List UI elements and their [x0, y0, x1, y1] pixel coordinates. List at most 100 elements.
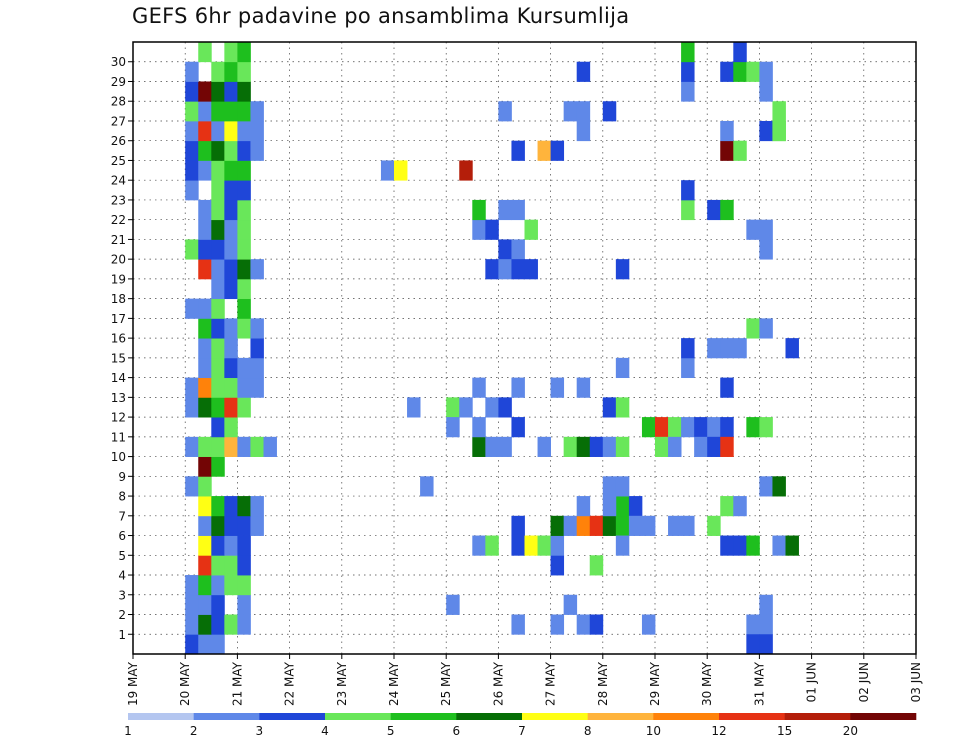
heatmap-cell	[224, 61, 238, 82]
heatmap-cell	[707, 199, 721, 221]
heatmap-cell	[198, 436, 212, 457]
heatmap-cell	[615, 259, 630, 280]
heatmap-cell	[237, 298, 251, 319]
heatmap-cell	[576, 377, 591, 398]
y-tick-label: 29	[111, 75, 126, 89]
heatmap-cell	[733, 140, 747, 161]
heatmap-cell	[641, 614, 656, 635]
heatmap-cell	[511, 535, 525, 556]
heatmap-cell	[237, 140, 251, 161]
heatmap-cell	[237, 496, 251, 517]
y-tick-label: 30	[111, 55, 126, 69]
heatmap-cell	[759, 614, 773, 635]
heatmap-cell	[733, 338, 747, 359]
heatmap-cell	[224, 417, 238, 438]
heatmap-cell	[511, 259, 525, 280]
heatmap-cell	[198, 515, 212, 536]
colorbar-swatch	[456, 713, 523, 720]
heatmap-cell	[511, 377, 525, 398]
colorbar-swatch	[522, 713, 588, 720]
chart-title: GEFS 6hr padavine po ansamblima Kursumli…	[132, 4, 630, 28]
heatmap-cell	[602, 101, 617, 122]
y-tick-label: 22	[111, 213, 126, 227]
heatmap-cell	[198, 594, 212, 615]
heatmap-cell	[250, 120, 264, 142]
color-scale: 1 2 3 4 5 6 7 8 10 12 15 20	[124, 713, 917, 738]
colorbar-label: 12	[711, 724, 726, 738]
heatmap-cell	[198, 397, 212, 418]
heatmap-cell	[511, 515, 525, 536]
y-tick-label: 27	[111, 114, 126, 128]
heatmap-cell	[185, 160, 199, 181]
heatmap-cell	[681, 338, 695, 359]
y-tick-label: 21	[111, 233, 126, 247]
heatmap-cell	[211, 555, 225, 576]
heatmap-cell	[576, 496, 591, 517]
heatmap-cell	[485, 535, 499, 556]
heatmap-cell	[485, 397, 499, 418]
y-tick-label: 12	[111, 411, 126, 425]
heatmap-cell	[472, 377, 486, 398]
y-tick-label: 6	[118, 529, 126, 543]
heatmap-cell	[198, 555, 212, 576]
heatmap-cell	[211, 259, 225, 280]
heatmap-cell	[198, 496, 212, 517]
heatmap-cell	[759, 318, 773, 339]
y-tick-label: 25	[111, 154, 126, 168]
heatmap-cell	[237, 377, 251, 398]
heatmap-cell	[524, 219, 538, 240]
heatmap-cell	[746, 61, 760, 82]
heatmap-cell	[707, 436, 721, 457]
x-tick-label: 30 MAY	[700, 661, 714, 706]
heatmap-cell	[237, 120, 251, 142]
heatmap-cell	[511, 239, 525, 260]
heatmap-cell	[785, 535, 799, 556]
colorbar-label: 3	[256, 724, 264, 738]
y-tick-label: 2	[118, 608, 126, 622]
heatmap-cell	[198, 575, 212, 596]
y-tick-label: 20	[111, 253, 126, 267]
heatmap-cell	[185, 61, 199, 82]
heatmap-cell	[720, 61, 734, 82]
heatmap-cell	[198, 259, 212, 280]
colorbar-label: 6	[453, 724, 461, 738]
heatmap-cell	[641, 515, 656, 536]
heatmap-cell	[681, 61, 695, 82]
heatmap-cell	[759, 417, 773, 438]
heatmap-cell	[615, 515, 630, 536]
heatmap-cell	[224, 160, 238, 181]
heatmap-cell	[185, 101, 199, 122]
heatmap-cell	[772, 535, 786, 556]
heatmap-cell	[707, 515, 721, 536]
heatmap-cell	[576, 61, 591, 82]
heatmap-cell	[498, 397, 512, 418]
x-tick-label: 31 MAY	[752, 661, 766, 706]
heatmap-cell	[185, 397, 199, 418]
y-tick-label: 14	[111, 371, 126, 385]
heatmap-cell	[446, 397, 460, 418]
heatmap-cell	[237, 397, 251, 418]
heatmap-cell	[420, 476, 434, 497]
heatmap-cell	[224, 377, 238, 398]
heatmap-cell	[746, 417, 760, 438]
x-tick-label: 24 MAY	[387, 661, 401, 706]
heatmap-cell	[237, 357, 251, 379]
heatmap-cell	[250, 259, 264, 280]
heatmap-cell	[615, 535, 630, 556]
heatmap-cell	[250, 101, 264, 122]
heatmap-cell	[589, 555, 604, 576]
heatmap-cell	[576, 614, 591, 635]
y-tick-label: 10	[111, 450, 126, 464]
heatmap-cell	[602, 496, 617, 517]
y-axis: 1234567891011121314151617181920212223242…	[111, 55, 133, 642]
heatmap-cell	[550, 377, 565, 398]
heatmap-cell	[602, 436, 617, 457]
heatmap-cell	[668, 515, 682, 536]
heatmap-cell	[224, 338, 238, 359]
heatmap-cell	[237, 278, 251, 300]
heatmap-cell	[563, 436, 578, 457]
heatmap-cell	[250, 377, 264, 398]
heatmap-cell	[720, 199, 734, 221]
heatmap-cell	[224, 575, 238, 596]
